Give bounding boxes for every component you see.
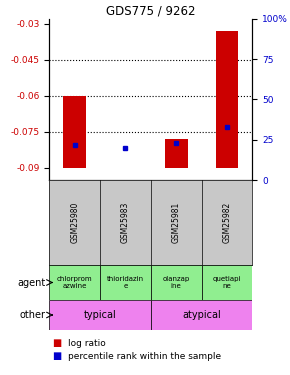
Bar <box>100 265 151 300</box>
Text: ■: ■ <box>52 338 61 348</box>
Text: olanzap
ine: olanzap ine <box>163 276 190 289</box>
Text: log ratio: log ratio <box>68 339 106 348</box>
Bar <box>151 300 252 330</box>
Text: GSM25981: GSM25981 <box>172 202 181 243</box>
Bar <box>215 31 238 168</box>
Bar <box>202 265 252 300</box>
Bar <box>165 139 188 168</box>
Bar <box>49 265 100 300</box>
Text: ■: ■ <box>52 351 61 361</box>
Text: atypical: atypical <box>182 310 221 320</box>
Text: percentile rank within the sample: percentile rank within the sample <box>68 352 221 361</box>
Text: quetiapi
ne: quetiapi ne <box>213 276 241 289</box>
Bar <box>49 300 151 330</box>
Text: GSM25980: GSM25980 <box>70 202 79 243</box>
Text: GSM25982: GSM25982 <box>222 202 231 243</box>
Text: agent: agent <box>17 278 45 288</box>
Text: typical: typical <box>84 310 116 320</box>
Bar <box>151 265 202 300</box>
Text: other: other <box>19 310 45 320</box>
Bar <box>63 96 86 168</box>
Title: GDS775 / 9262: GDS775 / 9262 <box>106 4 195 17</box>
Text: chlorprom
azwine: chlorprom azwine <box>57 276 93 289</box>
Text: thioridazin
e: thioridazin e <box>107 276 144 289</box>
Text: GSM25983: GSM25983 <box>121 202 130 243</box>
